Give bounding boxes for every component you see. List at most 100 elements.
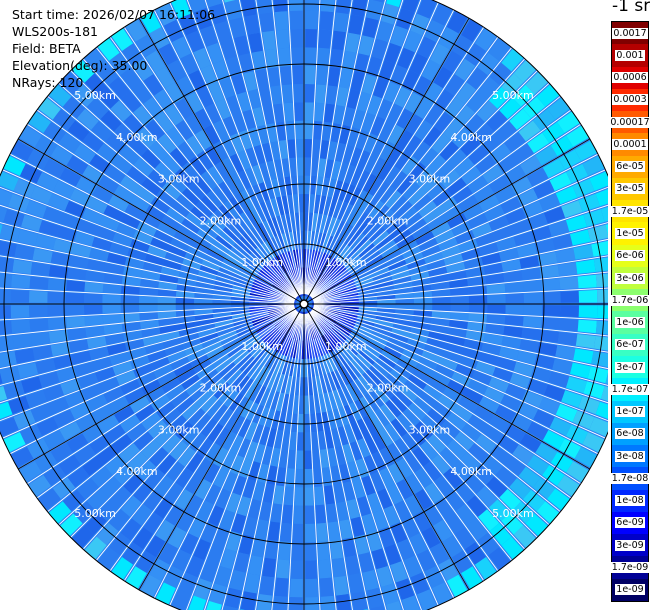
ray-gate-cell xyxy=(285,271,296,289)
ray-gate-cell xyxy=(499,488,522,511)
ray-gate-cell xyxy=(0,206,8,222)
ray-gate-cell xyxy=(75,176,98,195)
ray-gate-cell xyxy=(452,186,473,204)
ray-gate-cell xyxy=(350,381,364,399)
ray-gate-cell xyxy=(112,361,133,376)
ray-gate-cell xyxy=(294,102,304,121)
ray-gate-cell xyxy=(267,261,281,277)
ray-gate-cell xyxy=(257,0,272,15)
ray-gate-cell xyxy=(304,432,311,451)
ray-gate-cell xyxy=(3,381,25,399)
colorbar-tick-label: 3e-09 xyxy=(615,539,645,551)
ray-gate-cell xyxy=(394,314,414,321)
ray-gate-cell xyxy=(265,48,278,69)
ray-gate-cell xyxy=(155,66,175,89)
ray-gate-cell xyxy=(122,43,144,66)
ray-gate-cell xyxy=(443,253,464,266)
ray-gate-cell xyxy=(476,486,498,508)
ray-gate-cell xyxy=(190,206,209,223)
ray-gate-cell xyxy=(465,266,485,278)
ray-gate-cell xyxy=(340,308,359,313)
ray-gate-cell xyxy=(334,575,349,596)
ray-gate-cell xyxy=(483,263,504,275)
ray-gate-cell xyxy=(519,339,540,353)
ray-gate-cell xyxy=(276,121,286,141)
ray-gate-cell xyxy=(259,575,274,596)
ray-gap xyxy=(0,204,295,302)
ray-gate-cell xyxy=(153,364,174,379)
ray-gate-cell xyxy=(475,154,497,174)
ray-gate-cell xyxy=(432,3,453,26)
ray-gate-cell xyxy=(11,319,31,334)
ray-gate-cell xyxy=(474,28,497,51)
ray-gate-cell xyxy=(294,212,300,232)
ray-gate-cell xyxy=(291,542,303,561)
ray-gap xyxy=(204,0,302,295)
ray-gate-cell xyxy=(375,285,395,293)
ray-gate-cell xyxy=(249,206,262,225)
ray-gate-cell xyxy=(501,512,524,535)
ray-gap xyxy=(70,310,298,538)
ray-gate-cell xyxy=(372,326,392,337)
ray-gate-cell xyxy=(304,84,315,103)
ray-gate-cell xyxy=(370,471,386,492)
ray-gate-cell xyxy=(230,296,250,301)
ray-gate-cell xyxy=(147,169,168,188)
ray-gate-cell xyxy=(175,467,194,488)
ray-gate-cell xyxy=(418,238,438,252)
ray-gate-cell xyxy=(213,60,230,82)
ray-gate-cell xyxy=(122,542,144,565)
ray-gate-cell xyxy=(485,324,505,335)
ray-gate-cell xyxy=(335,142,346,163)
ray-gate-cell xyxy=(177,447,196,467)
ray-gate-cell xyxy=(281,195,290,215)
ray-gate-cell xyxy=(150,357,170,371)
ray-gap xyxy=(309,47,513,297)
ray-gate-cell xyxy=(455,504,477,526)
ray-gate-cell xyxy=(158,43,178,66)
ray-gate-cell xyxy=(206,399,223,418)
ray-gate-cell xyxy=(370,116,386,137)
ray-gate-cell xyxy=(403,30,423,53)
ray-gate-cell xyxy=(485,273,505,284)
ray-gate-cell xyxy=(574,140,598,162)
range-ring-label: 2.00km xyxy=(367,382,409,395)
ray-gate-cell xyxy=(266,123,278,143)
colorbar-segment: 3e-05 xyxy=(612,177,648,201)
ray-gate-cell xyxy=(418,356,438,370)
ray-gate-cell xyxy=(388,124,404,145)
ray-gate-cell xyxy=(386,373,404,390)
ray-gate-cell xyxy=(290,376,296,396)
ray-gate-cell xyxy=(304,505,315,524)
ray-gate-cell xyxy=(28,474,51,497)
ray-gate-cell xyxy=(374,280,394,289)
ray-gate-cell xyxy=(197,270,217,280)
ray-gate-cell xyxy=(595,188,608,207)
ray-gate-cell xyxy=(108,194,129,212)
ray-gate-cell xyxy=(305,0,319,11)
ray-gate-cell xyxy=(237,326,255,337)
ray-gate-cell xyxy=(522,390,544,408)
ray-gate-cell xyxy=(209,377,226,395)
azimuth-line xyxy=(17,303,305,470)
ray-gate-cell xyxy=(244,258,262,272)
ray-gate-cell xyxy=(420,147,439,168)
ray-gate-cell xyxy=(317,316,332,330)
ray-gate-cell xyxy=(213,285,233,293)
ray-gate-cell xyxy=(383,249,402,262)
ray-gate-cell xyxy=(310,320,319,339)
ray-gate-cell xyxy=(362,372,378,390)
ray-gate-cell xyxy=(440,420,461,439)
ray-gate-cell xyxy=(415,362,435,377)
ray-gate-cell xyxy=(354,378,369,396)
ray-gate-cell xyxy=(0,273,13,288)
range-ring-label: 5.00km xyxy=(74,507,116,520)
ray-gate-cell xyxy=(446,574,468,598)
ray-gate-cell xyxy=(212,299,231,304)
ray-gap xyxy=(313,307,608,422)
ray-gate-cell xyxy=(244,209,258,227)
ray-gate-cell xyxy=(324,159,334,179)
ray-gate-cell xyxy=(11,274,31,289)
ray-gate-cell xyxy=(410,572,430,595)
